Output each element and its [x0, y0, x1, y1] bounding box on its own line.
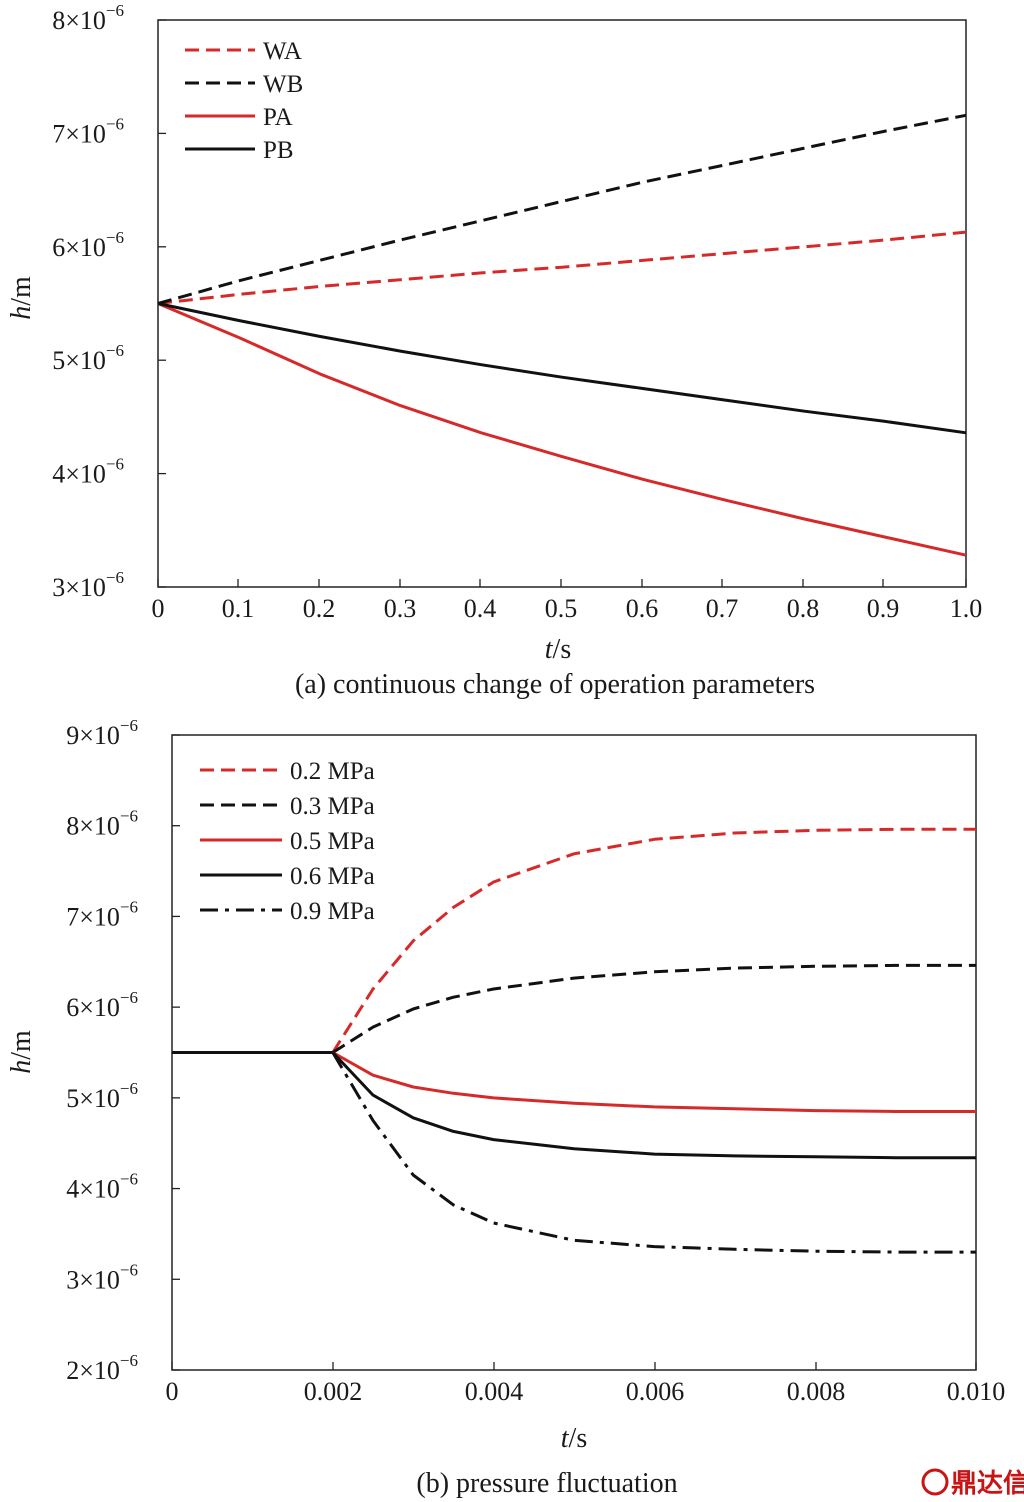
figure-caption: (b) pressure fluctuation	[416, 1468, 677, 1499]
y-tick-exponent: −6	[120, 897, 138, 916]
y-axis-symbol: h	[6, 1060, 37, 1074]
y-tick-exponent: −6	[106, 228, 124, 247]
x-tick-label: 0.2	[303, 594, 336, 623]
legend-label: WA	[263, 38, 302, 65]
y-axis-symbol: h	[6, 306, 37, 320]
x-tick-label: 0.9	[867, 594, 900, 623]
series-line	[331, 1051, 976, 1254]
x-tick-label: 0.002	[304, 1377, 363, 1406]
y-axis-unit: /m	[6, 276, 37, 306]
y-tick-exponent: −6	[120, 1170, 138, 1189]
watermark-text: 鼎达信	[951, 1469, 1024, 1499]
x-tick-label: 1.0	[950, 594, 983, 623]
y-tick-label: 9×10−6	[66, 716, 138, 750]
y-tick-label: 8×10−6	[66, 807, 138, 841]
y-axis-label: h/m	[6, 276, 37, 320]
legend-label: 0.2 MPa	[290, 758, 375, 785]
x-tick-label: 0.4	[464, 594, 497, 623]
y-tick-label: 7×10−6	[52, 114, 124, 148]
figure-caption: (a) continuous change of operation param…	[295, 669, 815, 700]
y-tick-label: 7×10−6	[66, 897, 138, 931]
x-tick-label: 0.008	[787, 1377, 846, 1406]
y-tick-label: 2×10−6	[66, 1351, 138, 1385]
series-line	[157, 230, 967, 305]
y-tick-label: 6×10−6	[52, 228, 124, 262]
series-line	[331, 963, 976, 1054]
x-tick-label: 0.010	[947, 1377, 1006, 1406]
y-axis-label: h/m	[6, 1030, 37, 1074]
x-tick-label: 0	[166, 1377, 179, 1406]
legend-label: PB	[263, 137, 294, 164]
x-axis-symbol: t	[545, 634, 554, 665]
x-tick-label: 0.004	[465, 1377, 524, 1406]
y-tick-exponent: −6	[120, 1351, 138, 1370]
y-tick-label: 5×10−6	[52, 341, 124, 375]
series-line	[157, 302, 967, 557]
y-tick-label: 3×10−6	[66, 1260, 138, 1294]
y-tick-label: 6×10−6	[66, 988, 138, 1022]
series-line	[331, 827, 976, 1054]
legend-label: 0.5 MPa	[290, 828, 375, 855]
chart-a: 0 0.1 0.2 0.3 0.4 0.5 0.6 0.7 0.8 0.9 1.0 3×10−6 4×1…	[6, 1, 982, 700]
x-axis-label: t/s	[561, 1423, 587, 1454]
watermark: 鼎达信	[921, 1468, 1024, 1499]
watermark-logo-icon	[921, 1468, 949, 1496]
y-tick-label: 3×10−6	[52, 568, 124, 602]
series-line	[331, 1051, 976, 1160]
series-line	[332, 1051, 976, 1113]
x-axis-symbol: t	[561, 1423, 570, 1454]
legend-label: 0.6 MPa	[290, 863, 375, 890]
y-tick-exponent: −6	[106, 114, 124, 133]
y-tick-label: 5×10−6	[66, 1079, 138, 1113]
series-line	[157, 113, 967, 305]
y-tick-exponent: −6	[106, 568, 124, 587]
legend-label: PA	[263, 104, 293, 131]
y-tick-label: 8×10−6	[52, 1, 124, 35]
x-tick-label: 0.1	[222, 594, 255, 623]
chart-b: 0 0.002 0.004 0.006 0.008 0.010 2×10−6 3×10−6 4×…	[6, 716, 1005, 1499]
legend-label: WB	[263, 71, 303, 98]
y-tick-exponent: −6	[120, 988, 138, 1007]
y-tick-exponent: −6	[120, 807, 138, 826]
y-tick-exponent: −6	[106, 341, 124, 360]
y-axis-unit: /m	[6, 1030, 37, 1060]
y-tick-exponent: −6	[106, 1, 124, 20]
x-tick-label: 0	[152, 594, 165, 623]
y-tick-exponent: −6	[120, 1260, 138, 1279]
y-tick-exponent: −6	[106, 455, 124, 474]
legend-label: 0.3 MPa	[290, 793, 375, 820]
x-tick-label: 0.7	[706, 594, 739, 623]
x-tick-label: 0.006	[626, 1377, 685, 1406]
y-tick-exponent: −6	[120, 1079, 138, 1098]
series-line	[157, 302, 967, 435]
y-tick-label: 4×10−6	[52, 455, 124, 489]
y-tick-label: 4×10−6	[66, 1170, 138, 1204]
x-tick-label: 0.8	[787, 594, 820, 623]
x-axis-unit: /s	[553, 634, 572, 665]
x-tick-label: 0.6	[626, 594, 659, 623]
x-axis-unit: /s	[569, 1423, 588, 1454]
y-tick-exponent: −6	[120, 716, 138, 735]
x-axis-label: t/s	[545, 634, 571, 665]
legend-label: 0.9 MPa	[290, 898, 375, 925]
x-tick-label: 0.3	[384, 594, 417, 623]
x-tick-label: 0.5	[545, 594, 578, 623]
